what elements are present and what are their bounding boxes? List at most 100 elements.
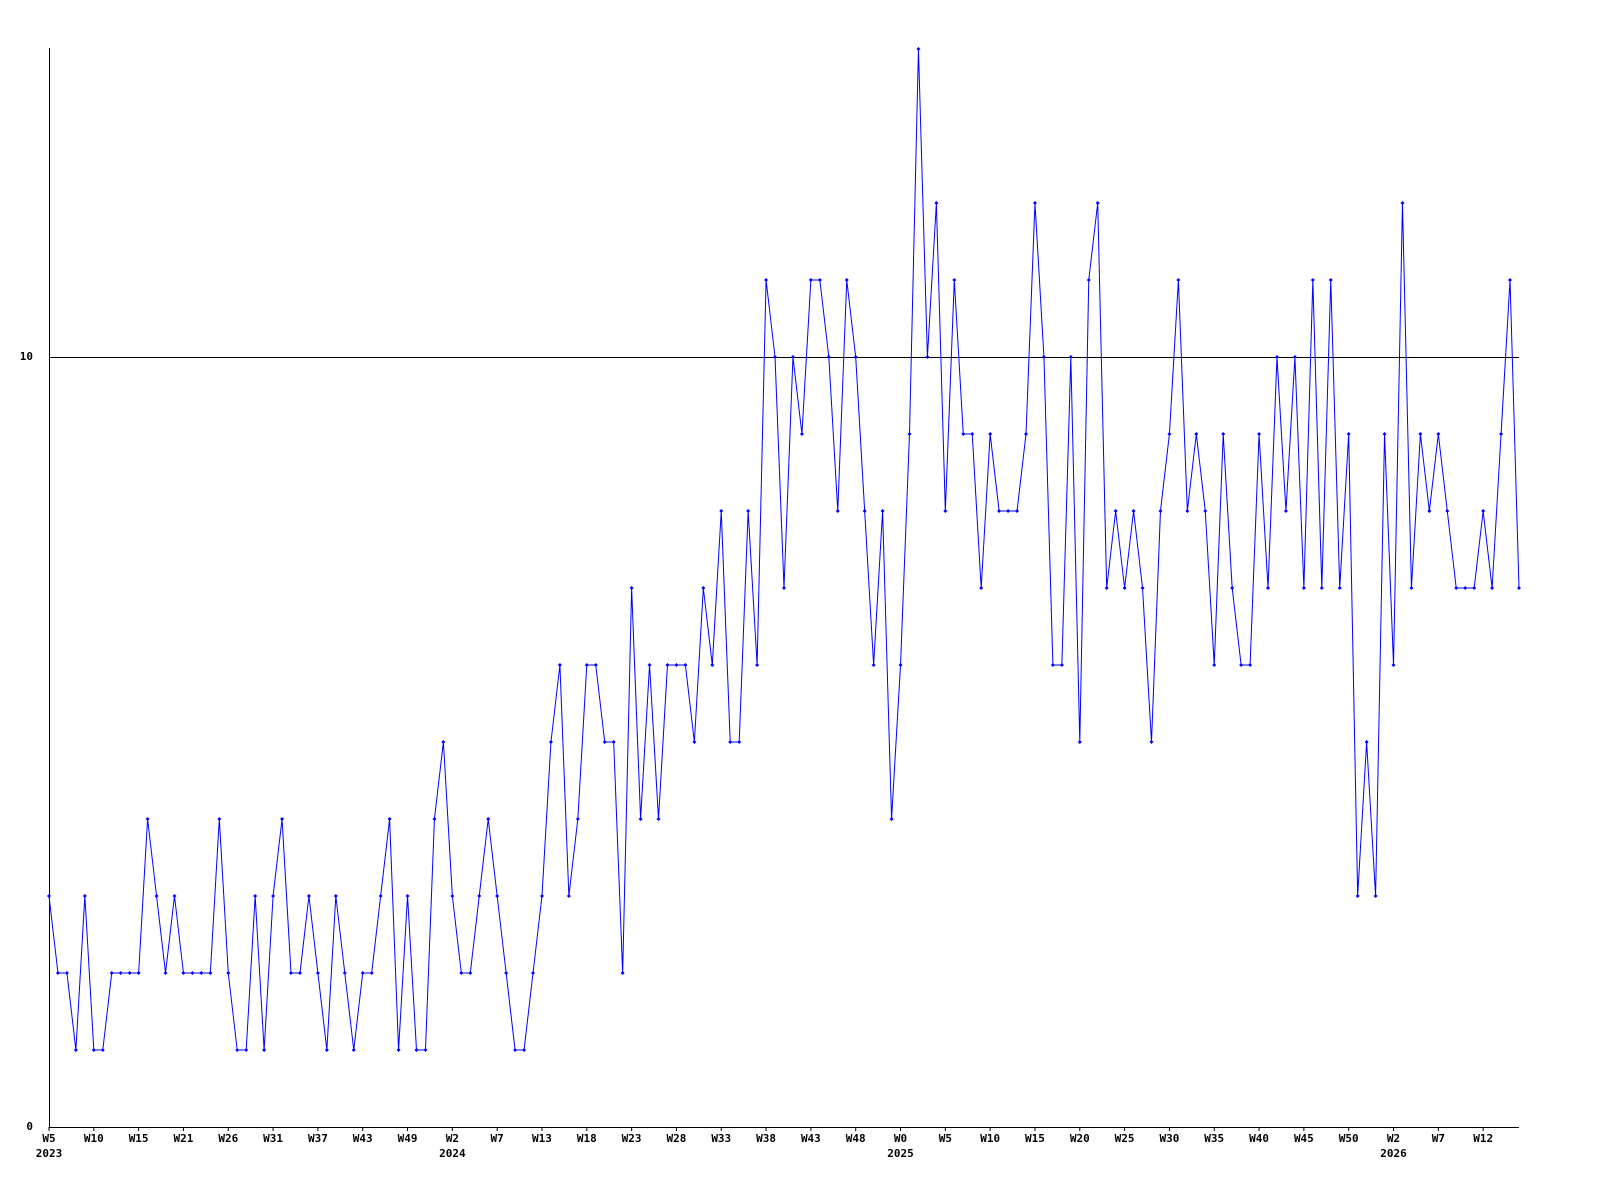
data-point <box>943 509 948 513</box>
data-point <box>369 971 374 975</box>
data-point <box>73 1048 78 1052</box>
data-point <box>1122 586 1127 590</box>
data-point <box>656 817 661 821</box>
x-tick-label: W33 <box>711 1132 731 1145</box>
data-point <box>701 586 706 590</box>
data-point <box>280 817 285 821</box>
x-tick-label: W5 <box>939 1132 952 1145</box>
data-point <box>773 355 778 359</box>
x-tick-label: W38 <box>756 1132 776 1145</box>
data-point <box>1301 586 1306 590</box>
data-point <box>1095 201 1100 205</box>
data-point <box>1203 509 1208 513</box>
data-point <box>154 894 159 898</box>
x-tick-label: W18 <box>577 1132 597 1145</box>
data-point <box>1059 663 1064 667</box>
data-point <box>1212 663 1217 667</box>
data-point <box>387 817 392 821</box>
data-point <box>755 663 760 667</box>
x-tick-label: W40 <box>1249 1132 1269 1145</box>
data-point <box>315 971 320 975</box>
data-point <box>826 355 831 359</box>
data-point <box>1364 740 1369 744</box>
data-point <box>1274 355 1279 359</box>
data-point <box>199 971 204 975</box>
x-tick-label: W2 <box>446 1132 459 1145</box>
x-tick-label: W15 <box>1025 1132 1045 1145</box>
data-point <box>862 509 867 513</box>
data-point <box>441 740 446 744</box>
x-tick-label: W31 <box>263 1132 283 1145</box>
data-point <box>1006 509 1011 513</box>
data-point <box>1068 355 1073 359</box>
data-point <box>1418 432 1423 436</box>
data-point <box>396 1048 401 1052</box>
data-point <box>629 586 634 590</box>
data-point <box>262 1048 267 1052</box>
data-point <box>620 971 625 975</box>
data-point <box>970 432 975 436</box>
data-point <box>306 894 311 898</box>
x-tick-label: W7 <box>491 1132 504 1145</box>
data-point <box>64 971 69 975</box>
data-point <box>1167 432 1172 436</box>
data-point <box>1221 432 1226 436</box>
data-point <box>1319 586 1324 590</box>
data-point <box>1140 586 1145 590</box>
data-point <box>1185 509 1190 513</box>
data-point <box>548 740 553 744</box>
data-point <box>1176 278 1181 282</box>
data-point <box>342 971 347 975</box>
data-point <box>1032 201 1037 205</box>
data-point <box>566 894 571 898</box>
data-point <box>979 586 984 590</box>
data-point <box>1346 432 1351 436</box>
data-point <box>1149 740 1154 744</box>
data-point <box>961 432 966 436</box>
data-point <box>746 509 751 513</box>
data-point <box>1194 432 1199 436</box>
x-tick-label: W48 <box>846 1132 866 1145</box>
data-point <box>575 817 580 821</box>
x-tick-label: W10 <box>84 1132 104 1145</box>
x-tick-label: W35 <box>1204 1132 1224 1145</box>
data-point <box>1436 432 1441 436</box>
data-point <box>782 586 786 590</box>
data-point <box>1283 509 1288 513</box>
x-tick-label: W12 <box>1473 1132 1493 1145</box>
data-point <box>1257 432 1262 436</box>
data-point <box>835 509 840 513</box>
x-tick-label: W26 <box>218 1132 238 1145</box>
series-line <box>48 48 1520 1051</box>
data-point <box>916 47 921 51</box>
x-tick-label: W7 <box>1432 1132 1445 1145</box>
data-point <box>100 1048 105 1052</box>
x-tick-label: W10 <box>980 1132 1000 1145</box>
data-point <box>47 894 51 898</box>
data-point <box>934 201 939 205</box>
data-point <box>1292 355 1297 359</box>
data-point <box>1266 586 1271 590</box>
data-point <box>378 894 383 898</box>
data-point <box>1131 509 1136 513</box>
data-point <box>253 894 258 898</box>
data-point <box>1391 663 1396 667</box>
data-point <box>477 894 482 898</box>
x-tick-label: W49 <box>398 1132 418 1145</box>
data-point <box>190 971 195 975</box>
data-point <box>1310 278 1315 282</box>
data-point <box>235 1048 240 1052</box>
data-point <box>208 971 213 975</box>
data-point <box>952 278 957 282</box>
data-point <box>683 663 688 667</box>
x-tick-label: W28 <box>667 1132 687 1145</box>
x-tick-label: W0 <box>894 1132 907 1145</box>
data-point <box>611 740 616 744</box>
x-tick-label: W37 <box>308 1132 328 1145</box>
data-point <box>997 509 1002 513</box>
data-point <box>163 971 168 975</box>
data-point <box>297 971 302 975</box>
data-point <box>82 894 87 898</box>
data-point <box>692 740 697 744</box>
x-year-label: 2025 <box>887 1147 914 1160</box>
